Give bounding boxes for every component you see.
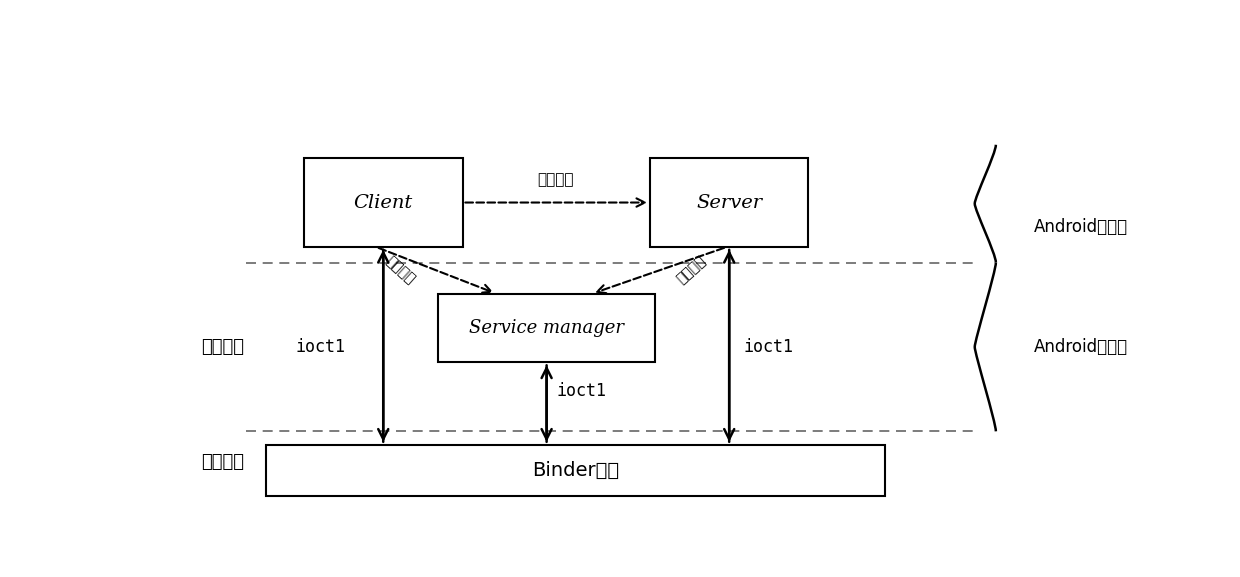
Text: 内核空间: 内核空间: [201, 454, 244, 471]
Text: 注册服务: 注册服务: [675, 254, 708, 286]
Text: Android应用层: Android应用层: [1034, 218, 1128, 236]
Text: 使用服务: 使用服务: [537, 172, 574, 187]
Text: ioct1: ioct1: [557, 383, 606, 400]
Text: Client: Client: [353, 193, 413, 212]
Text: ioct1: ioct1: [295, 338, 345, 356]
Text: 获取服务: 获取服务: [383, 254, 417, 286]
Text: 用户空间: 用户空间: [201, 338, 244, 356]
Text: Service manager: Service manager: [469, 319, 624, 337]
Bar: [650, 158, 808, 247]
Bar: [265, 445, 885, 496]
Text: Server: Server: [696, 193, 763, 212]
Text: ioct1: ioct1: [743, 338, 794, 356]
Text: Binder驱动: Binder驱动: [532, 460, 619, 479]
Bar: [439, 294, 655, 362]
Text: Android平台层: Android平台层: [1034, 338, 1128, 356]
Bar: [304, 158, 463, 247]
